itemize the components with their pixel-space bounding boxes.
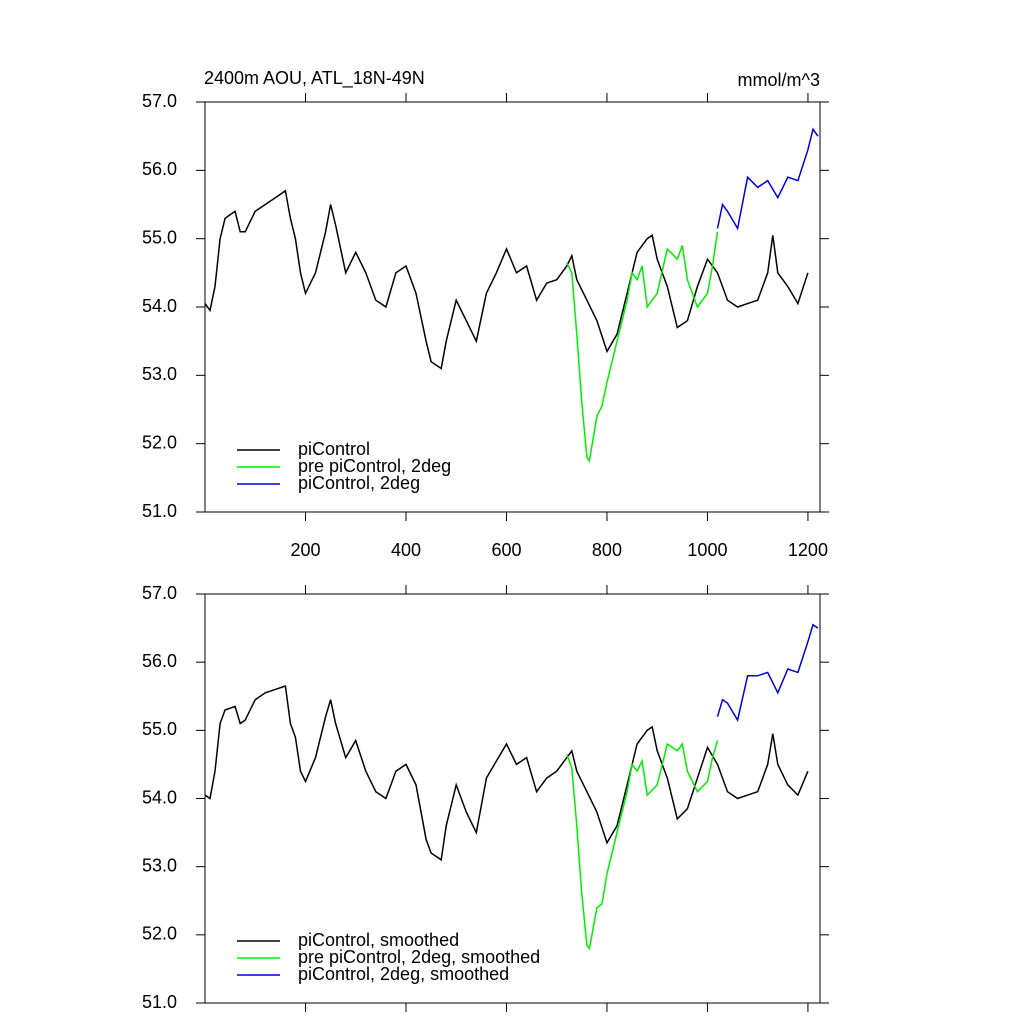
- x-tick-label: 200: [290, 540, 320, 560]
- y-tick-label: 52.0: [142, 924, 177, 944]
- legend-label: piControl, 2deg: [298, 473, 420, 493]
- x-tick-label: 1200: [788, 540, 828, 560]
- series-line: [204, 684, 809, 862]
- legend-label: piControl: [298, 439, 370, 459]
- y-tick-label: 56.0: [142, 651, 177, 671]
- y-tick-label: 51.0: [142, 501, 177, 521]
- y-tick-label: 56.0: [142, 159, 177, 179]
- y-tick-label: 54.0: [142, 787, 177, 807]
- series-line: [204, 189, 809, 370]
- legend-label: piControl, smoothed: [298, 930, 459, 950]
- y-tick-label: 53.0: [142, 855, 177, 875]
- x-tick-label: 800: [592, 540, 622, 560]
- x-tick-label: 400: [391, 540, 421, 560]
- y-tick-label: 55.0: [142, 719, 177, 739]
- series-line: [566, 231, 719, 463]
- series-line: [566, 740, 719, 951]
- y-tick-label: 54.0: [142, 296, 177, 316]
- y-tick-label: 52.0: [142, 432, 177, 452]
- y-tick-label: 57.0: [142, 91, 177, 111]
- series-line: [716, 623, 819, 723]
- y-tick-label: 55.0: [142, 227, 177, 247]
- chart-title: 2400m AOU, ATL_18N-49N: [204, 68, 425, 89]
- series-line: [716, 127, 819, 231]
- legend-label: pre piControl, 2deg, smoothed: [298, 947, 540, 967]
- y-tick-label: 57.0: [142, 583, 177, 603]
- legend-label: pre piControl, 2deg: [298, 456, 451, 476]
- legend-label: piControl, 2deg, smoothed: [298, 964, 509, 984]
- y-tick-label: 53.0: [142, 364, 177, 384]
- unit-label: mmol/m^3: [738, 70, 820, 90]
- x-tick-label: 1000: [687, 540, 727, 560]
- x-tick-label: 600: [491, 540, 521, 560]
- y-tick-label: 51.0: [142, 992, 177, 1012]
